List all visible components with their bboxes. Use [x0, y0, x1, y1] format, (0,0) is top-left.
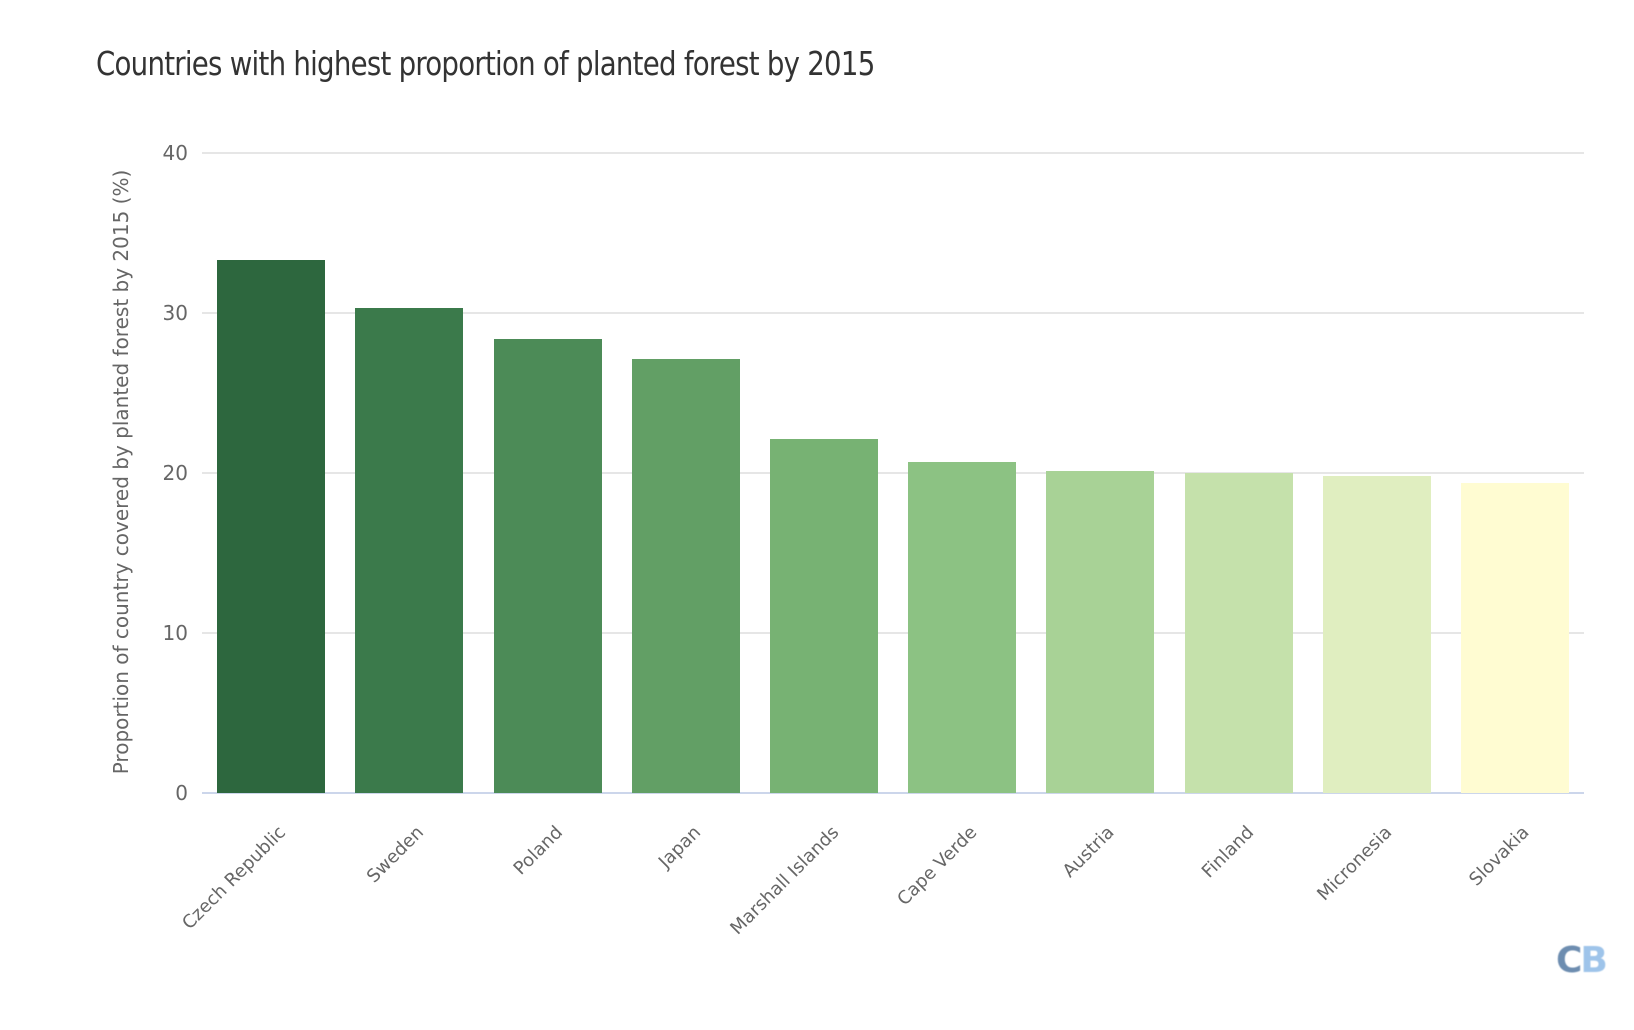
- bar-sweden[interactable]: [355, 308, 464, 793]
- gridline: [202, 312, 1584, 314]
- x-tick-label: Austria: [1058, 822, 1119, 882]
- bar-micronesia[interactable]: [1322, 476, 1431, 793]
- bar-poland[interactable]: [493, 338, 602, 793]
- chart-title: Countries with highest proportion of pla…: [96, 44, 875, 83]
- bar-marshall-islands[interactable]: [769, 439, 878, 793]
- x-tick-label: Marshall Islands: [726, 822, 844, 939]
- y-tick-label: 40: [162, 141, 188, 165]
- x-axis-line: [202, 792, 1584, 794]
- gridline: [202, 152, 1584, 154]
- bar-austria[interactable]: [1046, 471, 1155, 793]
- y-axis-label: Proportion of country covered by planted…: [109, 169, 133, 775]
- bar-czech-republic[interactable]: [217, 260, 326, 793]
- y-tick-label: 10: [162, 621, 188, 645]
- bar-finland[interactable]: [1184, 473, 1293, 793]
- x-tick-label: Japan: [654, 822, 705, 873]
- bar-slovakia[interactable]: [1460, 482, 1569, 793]
- x-tick-label: Micronesia: [1312, 822, 1396, 905]
- bar-cape-verde[interactable]: [908, 461, 1017, 793]
- carbon-brief-logo: CB: [1556, 940, 1608, 981]
- x-tick-label: Slovakia: [1465, 822, 1534, 891]
- x-tick-label: Sweden: [363, 822, 429, 888]
- x-tick-label: Cape Verde: [893, 822, 982, 910]
- gridline: [202, 472, 1584, 474]
- x-tick-label: Finland: [1197, 822, 1258, 883]
- y-tick-label: 20: [162, 461, 188, 485]
- x-tick-label: Czech Republic: [178, 822, 291, 934]
- plot-area: [202, 152, 1584, 794]
- bar-japan[interactable]: [631, 359, 740, 793]
- gridline: [202, 632, 1584, 634]
- y-tick-label: 0: [175, 781, 188, 805]
- x-tick-label: Poland: [509, 822, 567, 880]
- y-tick-label: 30: [162, 301, 188, 325]
